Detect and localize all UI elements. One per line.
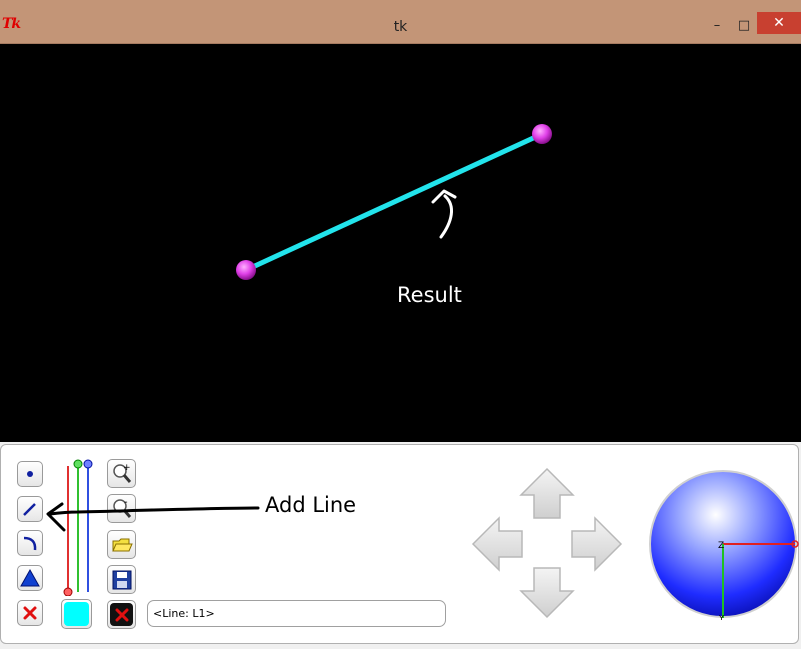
polygon-tool-button[interactable] bbox=[17, 565, 43, 591]
red-slider-handle[interactable] bbox=[63, 587, 73, 596]
red-x-icon bbox=[23, 606, 37, 620]
arrow-left-icon[interactable] bbox=[471, 516, 523, 572]
color-swatch bbox=[64, 602, 89, 626]
triangle-icon bbox=[20, 568, 40, 587]
arrow-down-icon[interactable] bbox=[519, 567, 575, 619]
drawing-canvas[interactable]: Result bbox=[0, 44, 801, 442]
orientation-sphere[interactable]: Z Y bbox=[647, 468, 799, 624]
close-black-icon bbox=[110, 603, 133, 626]
green-slider-handle[interactable] bbox=[73, 459, 83, 469]
title-bar: Tk tk – □ ✕ bbox=[0, 0, 801, 44]
arrow-up-icon[interactable] bbox=[519, 467, 575, 519]
svg-text:-: - bbox=[124, 497, 128, 508]
line-icon bbox=[23, 503, 36, 516]
line-tool-button[interactable] bbox=[17, 496, 43, 522]
color-sliders[interactable] bbox=[58, 456, 98, 596]
maximize-button[interactable]: □ bbox=[737, 17, 751, 33]
line-l1[interactable] bbox=[243, 131, 545, 273]
arc-tool-button[interactable] bbox=[17, 530, 43, 556]
result-annotation: Result bbox=[397, 283, 462, 307]
result-arrow-icon bbox=[431, 189, 457, 239]
add-line-annotation: Add Line bbox=[265, 493, 357, 517]
svg-text:+: + bbox=[123, 463, 131, 473]
point-tool-button[interactable] bbox=[17, 461, 43, 487]
close-button[interactable]: ✕ bbox=[757, 12, 801, 34]
blue-slider-handle[interactable] bbox=[83, 459, 93, 469]
zoom-in-icon: + bbox=[112, 463, 131, 483]
arrow-right-icon[interactable] bbox=[571, 516, 623, 572]
y-axis-label: Y bbox=[718, 614, 724, 620]
line-end-point[interactable] bbox=[532, 124, 552, 144]
close-file-button[interactable] bbox=[107, 600, 136, 629]
minimize-button[interactable]: – bbox=[713, 17, 721, 33]
zoom-in-button[interactable]: + bbox=[107, 459, 136, 488]
open-folder-icon bbox=[111, 538, 133, 551]
z-axis-label: Z bbox=[718, 541, 724, 551]
arc-icon bbox=[23, 536, 37, 551]
status-field[interactable]: <Line: L1> bbox=[147, 600, 446, 627]
open-button[interactable] bbox=[107, 530, 136, 559]
tk-logo-icon: Tk bbox=[2, 16, 21, 32]
save-button[interactable] bbox=[107, 565, 136, 594]
color-swatch-button[interactable] bbox=[61, 599, 92, 629]
delete-tool-button[interactable] bbox=[17, 600, 43, 626]
add-line-arrow-icon bbox=[46, 502, 260, 532]
window-title: tk bbox=[393, 19, 408, 35]
navigation-pad[interactable] bbox=[470, 466, 625, 621]
dot-icon bbox=[27, 471, 33, 477]
save-icon bbox=[112, 570, 131, 589]
line-start-point[interactable] bbox=[236, 260, 256, 280]
